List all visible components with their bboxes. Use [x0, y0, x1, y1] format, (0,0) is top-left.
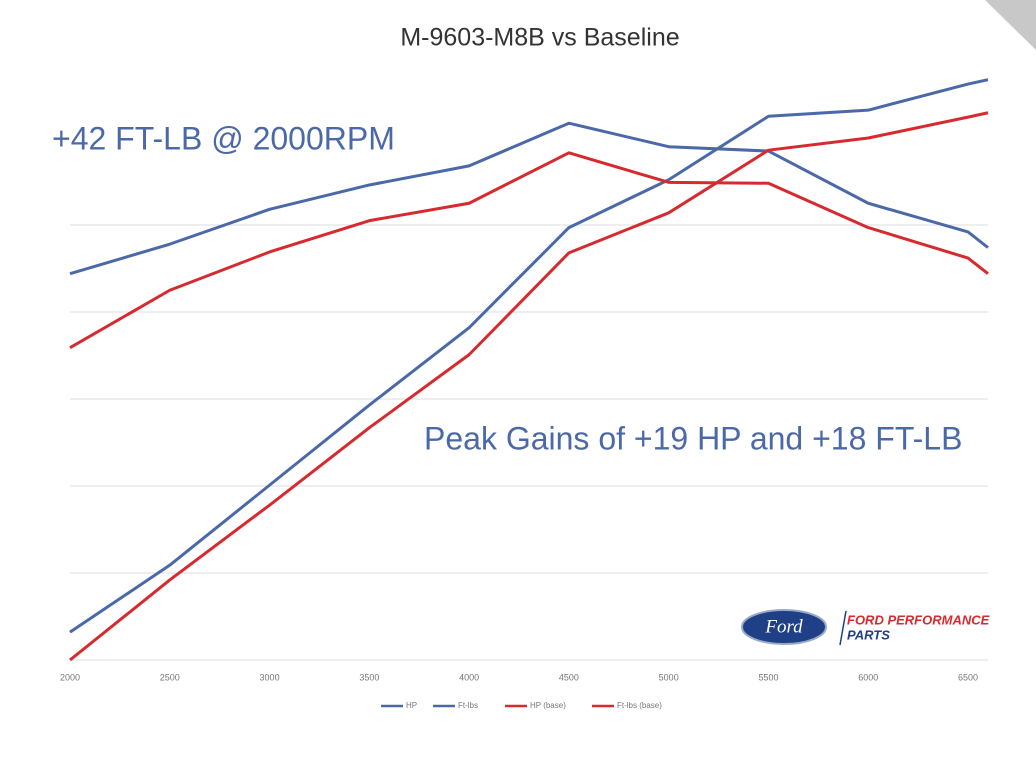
- legend-item: Ft-lbs (base): [592, 701, 662, 710]
- annotation: Peak Gains of +19 HP and +18 FT-LB: [424, 420, 962, 456]
- annotation: +42 FT-LB @ 2000RPM: [52, 120, 395, 156]
- series-line: [69, 78, 989, 634]
- x-tick-label: 6000: [858, 672, 878, 682]
- legend-item: Ft-lbs: [433, 701, 478, 710]
- x-tick-label: 6500: [958, 672, 978, 682]
- x-tick-label: 5500: [758, 672, 778, 682]
- x-tick-label: 5000: [659, 672, 679, 682]
- x-tick-label: 4500: [559, 672, 579, 682]
- series-line: [69, 111, 989, 662]
- series-line: [69, 151, 989, 349]
- corner-fold: [985, 0, 1036, 50]
- logo-sub: PARTS: [847, 627, 890, 642]
- logo-divider: [839, 610, 847, 646]
- legend-label: HP: [406, 701, 417, 710]
- x-tick-label: 3500: [359, 672, 379, 682]
- x-tick-label: 4000: [459, 672, 479, 682]
- x-tick-label: 2000: [60, 672, 80, 682]
- logo-badge: [741, 609, 827, 645]
- chart-title: M-9603-M8B vs Baseline: [400, 24, 679, 52]
- logo: Ford FORD PERFORMANCE PARTS: [741, 609, 990, 646]
- logo-brand: FORD PERFORMANCE: [847, 612, 990, 627]
- x-tick-label: 2500: [160, 672, 180, 682]
- x-tick-label: 3000: [260, 672, 280, 682]
- legend-label: HP (base): [530, 701, 566, 710]
- legend-item: HP: [381, 701, 417, 710]
- legend-label: Ft-lbs: [458, 701, 478, 710]
- legend-item: HP (base): [505, 701, 566, 710]
- legend-label: Ft-lbs (base): [617, 701, 662, 710]
- series-line: [69, 121, 989, 276]
- logo-badge-text: Ford: [764, 616, 803, 637]
